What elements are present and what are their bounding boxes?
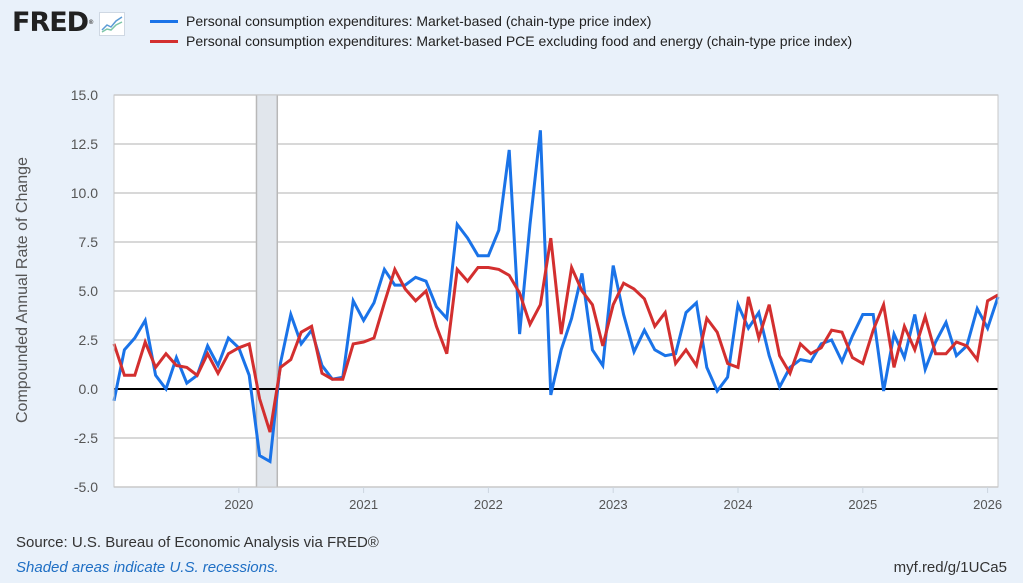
recession-note[interactable]: Shaded areas indicate U.S. recessions. [16, 559, 279, 576]
series-line-core-pce[interactable] [112, 237, 999, 433]
y-tick-label: 15.0 [70, 87, 98, 103]
y-tick-label: 12.5 [70, 136, 98, 152]
y-tick-label: 5.0 [78, 283, 98, 299]
x-tick-label: 2022 [473, 497, 503, 512]
short-link[interactable]: myf.red/g/1UCa5 [893, 559, 1007, 576]
fred-logo[interactable]: FRED® [12, 6, 94, 40]
series-lines [112, 130, 1000, 464]
fred-header: FRED® [12, 6, 126, 42]
chart-legend: Personal consumption expenditures: Marke… [150, 11, 852, 51]
x-tick-label: 2026 [973, 497, 1003, 512]
source-note: Source: U.S. Bureau of Economic Analysis… [16, 534, 379, 551]
legend-item-pce[interactable]: Personal consumption expenditures: Marke… [150, 11, 852, 31]
legend-item-core-pce[interactable]: Personal consumption expenditures: Marke… [150, 31, 852, 51]
y-tick-label: -5.0 [73, 479, 98, 495]
plot-border [113, 94, 999, 488]
y-tick-label: 0.0 [78, 381, 98, 397]
fred-logo-registered: ® [88, 19, 94, 26]
line-chart-icon [99, 12, 126, 36]
x-tick-label: 2020 [224, 497, 254, 512]
series-line-pce[interactable] [112, 130, 1000, 464]
x-tick-label: 2024 [723, 497, 753, 512]
y-tick-label: 7.5 [78, 234, 98, 250]
y-tick-label: 10.0 [70, 185, 98, 201]
x-tick-label: 2023 [598, 497, 628, 512]
legend-label-pce: Personal consumption expenditures: Marke… [186, 13, 652, 29]
x-tick-label: 2021 [349, 497, 379, 512]
y-tick-label: 2.5 [78, 332, 98, 348]
legend-swatch-blue [150, 19, 178, 23]
fred-logo-text: FRED [12, 7, 89, 38]
y-tick-label: -2.5 [73, 430, 98, 446]
legend-swatch-red [150, 39, 178, 43]
legend-label-core-pce: Personal consumption expenditures: Marke… [186, 33, 853, 49]
x-tick-label: 2025 [848, 497, 878, 512]
